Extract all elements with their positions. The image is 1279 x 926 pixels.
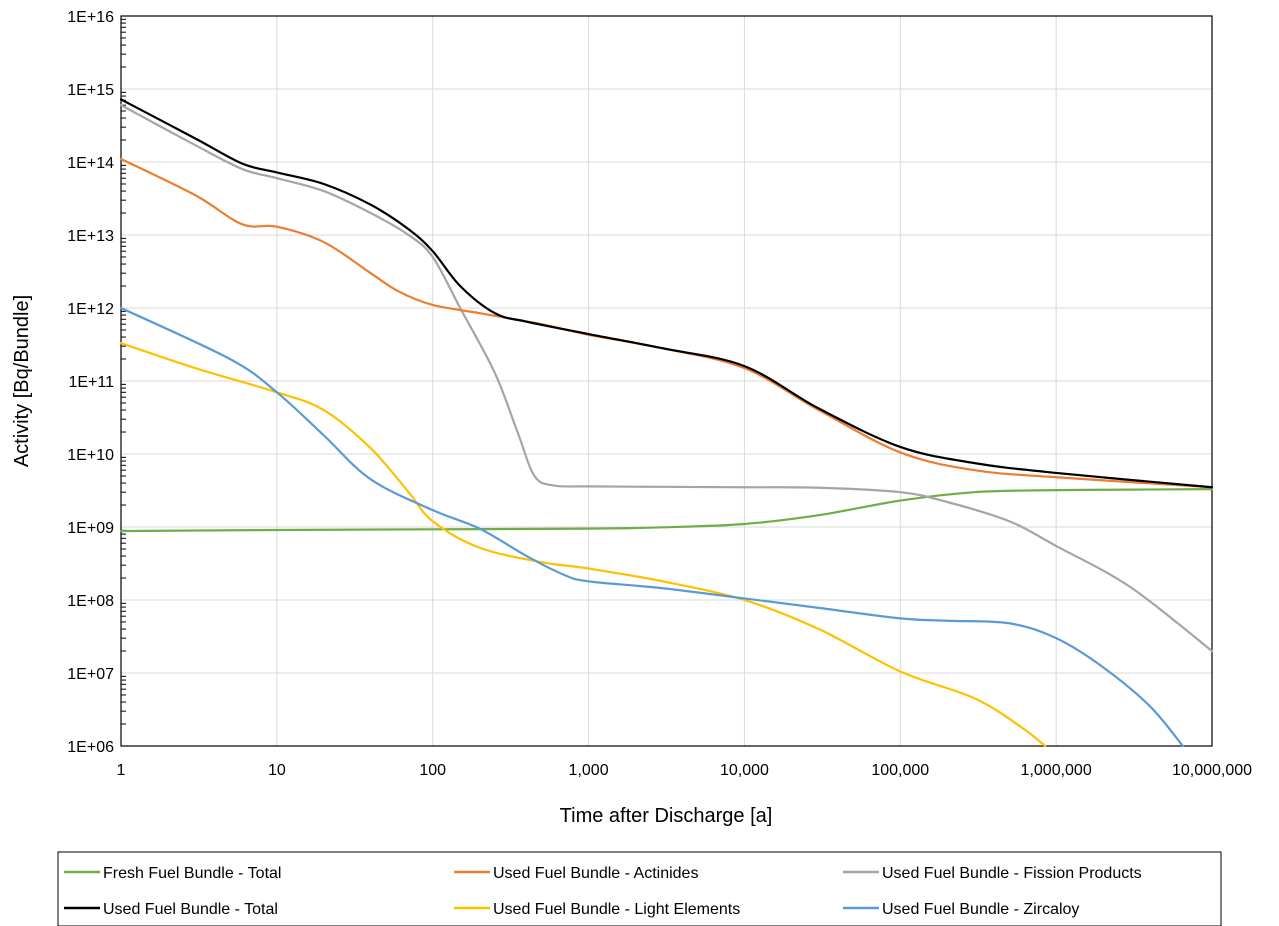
y-tick-label: 1E+08 <box>67 593 114 610</box>
legend-label: Used Fuel Bundle - Zircaloy <box>882 901 1079 918</box>
series-line-fresh-fuel-bundle-total <box>119 488 1214 533</box>
x-tick-label: 10,000 <box>720 762 769 779</box>
y-axis-tick-labels: 1E+06 1E+07 1E+08 1E+09 1E+10 1E+11 1E+12 1E+13… <box>67 9 114 756</box>
y-tick-label: 1E+14 <box>67 155 114 172</box>
series-line-used-fuel-bundle-actinides <box>119 157 1214 489</box>
y-tick-label: 1E+15 <box>67 82 114 99</box>
legend-box <box>57 851 1222 926</box>
plot-area <box>120 15 1213 747</box>
x-tick-label: 10 <box>268 762 286 779</box>
series-line-used-fuel-bundle-fission-products <box>119 104 1214 653</box>
y-tick-label: 1E+06 <box>67 739 114 756</box>
y-axis-title: Activity [Bq/Bundle] <box>11 295 33 467</box>
legend-label: Used Fuel Bundle - Light Elements <box>493 901 740 918</box>
x-tick-label: 1 <box>117 762 126 779</box>
y-tick-label: 1E+12 <box>67 301 114 318</box>
series-line-used-fuel-bundle-total <box>119 98 1214 489</box>
x-tick-label: 100,000 <box>871 762 929 779</box>
x-tick-label: 1,000 <box>569 762 609 779</box>
y-tick-label: 1E+16 <box>67 9 114 26</box>
series-line-used-fuel-bundle-zircaloy <box>119 306 1184 748</box>
x-tick-label: 10,000,000 <box>1172 762 1252 779</box>
y-axis-minor-ticks <box>121 18 126 725</box>
y-tick-label: 1E+13 <box>67 228 114 245</box>
legend-label: Used Fuel Bundle - Actinides <box>493 865 698 882</box>
x-axis-title: Time after Discharge [a] <box>560 805 773 827</box>
legend-label: Used Fuel Bundle - Total <box>103 901 278 918</box>
x-tick-label: 1,000,000 <box>1021 762 1092 779</box>
y-tick-label: 1E+07 <box>67 666 114 683</box>
x-axis-tick-labels: 1 10 100 1,000 10,000 100,000 1,000,000 10,000,… <box>117 762 1253 779</box>
legend: Fresh Fuel Bundle - Total Used Fuel Bundl… <box>57 851 1222 926</box>
legend-label: Fresh Fuel Bundle - Total <box>103 865 281 882</box>
y-tick-label: 1E+09 <box>67 520 114 537</box>
series-lines <box>119 98 1214 748</box>
y-tick-label: 1E+11 <box>68 374 114 391</box>
x-tick-label: 100 <box>419 762 446 779</box>
legend-label: Used Fuel Bundle - Fission Products <box>882 865 1142 882</box>
series-line-used-fuel-bundle-light-elements <box>119 342 1047 748</box>
y-tick-label: 1E+10 <box>67 447 114 464</box>
grid <box>120 15 1213 747</box>
